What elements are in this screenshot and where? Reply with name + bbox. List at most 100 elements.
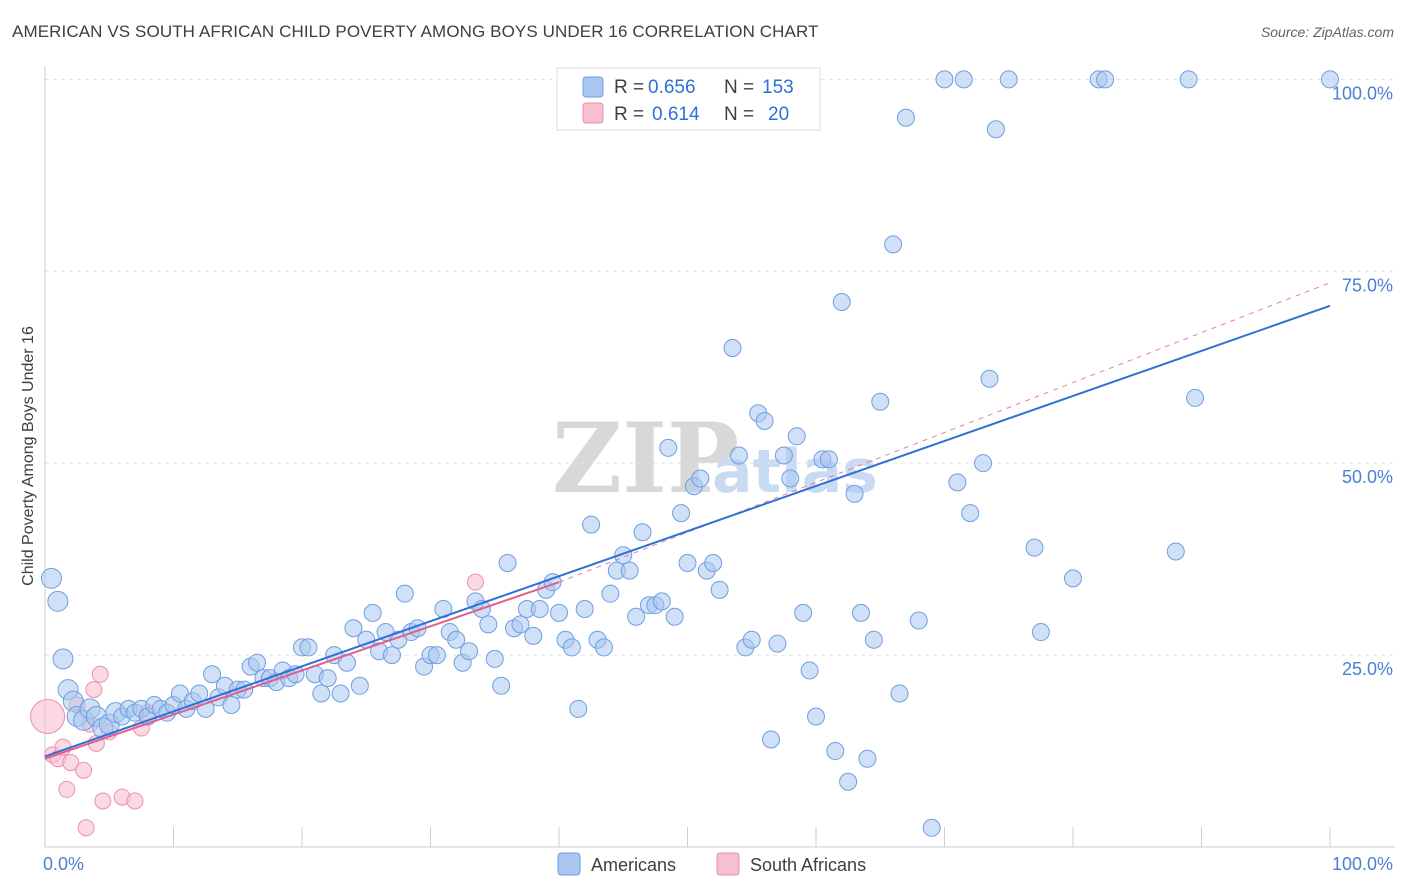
point-americans <box>350 676 369 695</box>
point-south-africans <box>30 699 66 734</box>
source-label: Source: ZipAtlas.com <box>1260 24 1394 40</box>
legend-r-label-south-africans: R = <box>614 104 644 125</box>
point-americans <box>672 504 691 523</box>
point-americans <box>312 684 331 703</box>
legend-n-label-americans: N = <box>724 77 754 98</box>
point-americans <box>961 504 980 523</box>
point-south-africans <box>85 681 103 699</box>
y-tick-labels: 25.0% 50.0% 75.0% 100.0% <box>1332 83 1393 679</box>
point-americans <box>344 619 363 638</box>
point-americans <box>1179 70 1198 89</box>
point-americans <box>935 70 954 89</box>
y-tick-label: 75.0% <box>1342 275 1393 295</box>
x-tick-labels: 0.0% 100.0% <box>43 854 1393 874</box>
point-americans <box>222 695 241 714</box>
point-americans <box>562 638 581 657</box>
legend-r-label-americans: R = <box>614 77 644 98</box>
x-tick-label: 100.0% <box>1332 854 1393 874</box>
legend-swatch-south-africans <box>582 102 604 124</box>
point-americans <box>858 749 877 768</box>
watermark-zip: ZIP <box>552 402 739 515</box>
legend-n-value-americans: 153 <box>762 77 794 98</box>
y-tick-label: 50.0% <box>1342 467 1393 487</box>
point-americans <box>511 615 530 634</box>
point-americans <box>909 611 928 630</box>
point-americans <box>1166 542 1185 561</box>
point-americans <box>922 818 941 837</box>
point-americans <box>47 590 69 612</box>
point-americans <box>582 515 601 534</box>
point-americans <box>248 653 267 672</box>
point-americans <box>594 638 613 657</box>
point-americans <box>768 634 787 653</box>
point-americans <box>980 369 999 388</box>
point-americans <box>492 676 511 695</box>
point-americans <box>774 446 793 465</box>
point-americans <box>755 411 774 430</box>
point-americans <box>691 469 710 488</box>
x-tick-label: 0.0% <box>43 854 84 874</box>
point-americans <box>627 607 646 626</box>
south-africans-points <box>30 573 484 837</box>
point-americans <box>1031 623 1050 642</box>
trend-lines <box>44 282 1331 760</box>
point-americans <box>652 592 671 611</box>
point-south-africans <box>466 573 484 591</box>
point-americans <box>807 707 825 726</box>
point-americans <box>620 561 639 580</box>
trend-line-south-africans <box>44 581 560 760</box>
point-americans <box>427 646 446 665</box>
point-americans <box>614 546 633 565</box>
point-americans <box>845 484 864 503</box>
point-south-africans <box>77 819 95 837</box>
point-americans <box>1025 538 1044 557</box>
point-americans <box>524 626 543 645</box>
bottom-legend-swatch-americans <box>557 852 581 876</box>
point-americans <box>447 630 466 649</box>
point-americans <box>839 772 858 791</box>
point-americans <box>318 669 337 688</box>
americans-points <box>40 70 1339 837</box>
point-americans <box>498 553 517 572</box>
point-americans <box>665 607 684 626</box>
chart-title: AMERICAN VS SOUTH AFRICAN CHILD POVERTY … <box>12 22 819 41</box>
point-americans <box>299 638 318 657</box>
point-americans <box>395 584 414 603</box>
point-americans <box>52 648 74 670</box>
point-americans <box>1096 70 1115 89</box>
legend-swatch-americans <box>582 76 604 98</box>
point-americans <box>382 646 401 665</box>
point-americans <box>331 684 350 703</box>
point-americans <box>729 446 748 465</box>
point-americans <box>999 70 1018 89</box>
point-americans <box>974 454 993 473</box>
point-americans <box>704 553 723 572</box>
point-americans <box>710 580 729 599</box>
point-americans <box>1064 569 1082 588</box>
y-axis-label: Child Poverty Among Boys Under 16 <box>20 326 37 586</box>
point-south-africans <box>75 761 93 779</box>
point-americans <box>203 665 222 684</box>
point-americans <box>479 615 498 634</box>
point-americans <box>781 469 800 488</box>
point-americans <box>485 649 504 668</box>
point-americans <box>1321 70 1339 89</box>
point-americans <box>569 699 588 718</box>
point-south-africans <box>62 754 80 772</box>
point-americans <box>40 567 62 589</box>
point-americans <box>871 392 890 411</box>
point-americans <box>800 661 819 680</box>
bottom-legend-swatch-south-africans <box>716 852 740 876</box>
point-americans <box>678 553 697 572</box>
point-americans <box>575 600 594 619</box>
point-americans <box>819 450 838 469</box>
point-americans <box>954 70 973 89</box>
point-americans <box>363 603 382 622</box>
point-americans <box>896 108 915 127</box>
legend-n-value-south-africans: 20 <box>768 104 789 125</box>
point-americans <box>1186 388 1205 407</box>
legend-r-value-south-africans: 0.614 <box>652 104 700 125</box>
point-south-africans <box>58 780 76 798</box>
trend-extension-south-africans <box>558 282 1331 583</box>
